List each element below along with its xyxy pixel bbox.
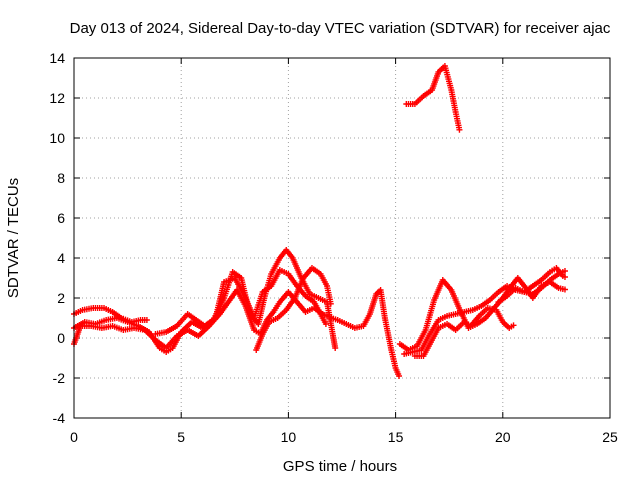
y-tick-label: 10 bbox=[49, 130, 65, 146]
data-point bbox=[396, 373, 403, 379]
x-axis-label: GPS time / hours bbox=[283, 458, 397, 475]
x-tick-label: 20 bbox=[495, 429, 511, 445]
data-point bbox=[143, 317, 150, 323]
data-point bbox=[561, 268, 568, 274]
series-track-5 bbox=[253, 265, 334, 353]
data-point bbox=[456, 126, 463, 133]
data-point bbox=[510, 322, 517, 329]
series-track-10 bbox=[403, 63, 463, 133]
x-tick-label: 10 bbox=[281, 429, 297, 445]
series-track-4 bbox=[152, 267, 329, 337]
data-point bbox=[332, 345, 339, 351]
y-tick-label: 2 bbox=[57, 290, 65, 306]
y-axis-label: SDTVAR / TECUs bbox=[5, 178, 22, 298]
x-tick-label: 5 bbox=[177, 429, 185, 445]
chart-title: Day 013 of 2024, Sidereal Day-to-day VTE… bbox=[70, 20, 611, 37]
y-tick-label: 8 bbox=[57, 170, 65, 186]
y-axis-ticks: -4 -2 0 2 4 6 8 10 12 14 bbox=[49, 50, 610, 426]
y-tick-label: 12 bbox=[49, 90, 65, 106]
y-tick-label: -2 bbox=[53, 370, 66, 386]
y-tick-label: -4 bbox=[53, 410, 66, 426]
x-axis-ticks: 0 5 10 15 20 25 bbox=[70, 58, 618, 445]
series-track-9 bbox=[495, 265, 568, 305]
x-tick-label: 25 bbox=[602, 429, 618, 445]
x-tick-label: 15 bbox=[388, 429, 404, 445]
grid-lines bbox=[74, 58, 610, 418]
y-tick-label: 0 bbox=[57, 330, 65, 346]
data-points bbox=[71, 63, 568, 379]
series-track-8 bbox=[411, 305, 517, 359]
plot-frame bbox=[73, 57, 611, 419]
y-tick-label: 6 bbox=[57, 210, 65, 226]
series-track-3 bbox=[71, 287, 403, 379]
data-point bbox=[561, 274, 568, 280]
data-point bbox=[327, 300, 334, 307]
data-point bbox=[561, 286, 568, 293]
data-point bbox=[322, 321, 329, 327]
y-tick-label: 4 bbox=[57, 250, 65, 266]
x-tick-label: 0 bbox=[70, 429, 78, 445]
y-tick-label: 14 bbox=[49, 50, 65, 66]
